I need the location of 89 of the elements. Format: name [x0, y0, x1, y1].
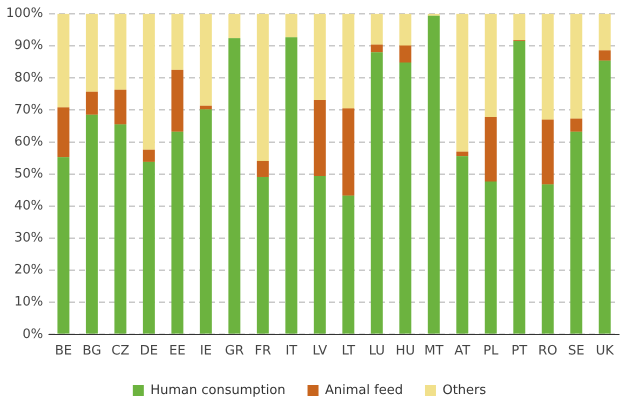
y-tick-label: 20% — [14, 262, 44, 278]
y-tick-label: 60% — [14, 134, 44, 150]
x-tick-label: GR — [224, 344, 244, 359]
bar — [598, 50, 611, 61]
x-tick-label: LT — [342, 344, 356, 359]
bar — [200, 14, 212, 106]
bar — [86, 114, 98, 334]
y-tick-label: 100% — [6, 6, 44, 22]
bar — [86, 14, 98, 92]
bar — [142, 162, 155, 334]
x-tick-label: UK — [596, 344, 614, 359]
x-tick-label: MT — [424, 344, 444, 359]
bar — [314, 176, 326, 334]
bar — [456, 156, 468, 334]
bar — [114, 14, 126, 90]
x-tick-label: IT — [285, 344, 298, 359]
bar — [399, 14, 412, 46]
bar — [314, 14, 326, 100]
bar — [399, 62, 412, 334]
y-tick-label: 90% — [14, 38, 44, 54]
bar — [598, 60, 611, 334]
x-tick-label: EE — [169, 344, 186, 359]
y-tick-label: 80% — [14, 70, 44, 86]
bar — [256, 176, 269, 334]
bar — [542, 120, 554, 184]
bar — [171, 132, 184, 334]
x-tick-label: IE — [200, 344, 212, 359]
x-tick-label: LU — [368, 344, 385, 359]
bar — [114, 90, 126, 124]
bar — [456, 152, 468, 156]
legend-label: Others — [442, 382, 486, 398]
bar — [256, 160, 269, 177]
bar — [200, 109, 212, 334]
bar — [228, 38, 240, 334]
y-tick-label: 10% — [14, 294, 44, 310]
x-tick-label: BE — [54, 344, 72, 359]
bar — [399, 46, 412, 63]
bar — [342, 108, 354, 196]
bar — [428, 16, 440, 334]
bar — [256, 14, 269, 161]
legend-label: Human consumption — [150, 382, 286, 398]
bar — [484, 117, 497, 182]
y-tick-label: 50% — [14, 166, 44, 182]
bar — [570, 118, 582, 132]
x-tick-label: PT — [511, 344, 528, 359]
bar — [484, 181, 497, 334]
x-tick-label: HU — [396, 344, 415, 359]
bar — [542, 184, 554, 334]
bar — [314, 100, 326, 176]
bar — [57, 107, 70, 158]
x-tick-label: RO — [538, 344, 558, 359]
x-tick-label: BG — [82, 344, 102, 359]
bar — [542, 14, 554, 120]
x-tick-label: LV — [312, 344, 328, 359]
y-tick-label: 70% — [14, 102, 44, 118]
bar — [342, 14, 354, 108]
x-tick-label: CZ — [111, 344, 130, 359]
bar — [513, 14, 526, 40]
bar — [200, 106, 212, 110]
x-tick-label: SE — [568, 344, 584, 359]
bar — [570, 14, 582, 119]
bar — [142, 14, 155, 150]
x-tick-label: AT — [454, 344, 470, 359]
bar — [342, 196, 354, 334]
y-tick-label: 30% — [14, 230, 44, 246]
bar — [57, 157, 70, 334]
bar — [57, 14, 70, 108]
bar — [171, 70, 184, 132]
bar — [285, 37, 298, 334]
bar — [228, 14, 240, 38]
bar — [456, 14, 468, 152]
bar — [513, 41, 526, 334]
x-tick-label: FR — [254, 344, 272, 359]
x-tick-label: PL — [483, 344, 500, 359]
bar — [598, 14, 611, 50]
y-tick-label: 0% — [22, 326, 44, 342]
legend-label: Animal feed — [325, 382, 403, 398]
y-tick-label: 40% — [14, 198, 44, 214]
bar — [370, 44, 383, 52]
bar — [370, 52, 383, 334]
bar — [570, 132, 582, 334]
bar — [171, 14, 184, 70]
x-tick-label: DE — [140, 344, 158, 359]
bar — [484, 14, 497, 118]
bar — [114, 124, 126, 334]
bar — [370, 14, 383, 45]
bar — [142, 150, 155, 162]
bar — [285, 14, 298, 38]
bar — [86, 92, 98, 115]
